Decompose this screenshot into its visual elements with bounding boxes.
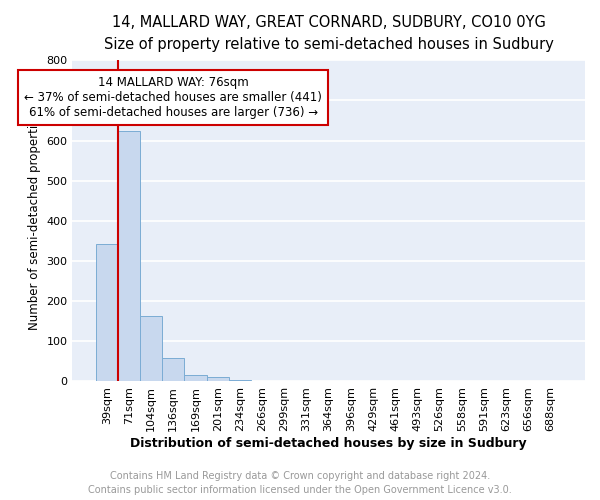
Bar: [140, 316, 162, 382]
Text: 14 MALLARD WAY: 76sqm
← 37% of semi-detached houses are smaller (441)
61% of sem: 14 MALLARD WAY: 76sqm ← 37% of semi-deta…: [25, 76, 322, 120]
Bar: [95, 244, 118, 382]
Text: Contains HM Land Registry data © Crown copyright and database right 2024.
Contai: Contains HM Land Registry data © Crown c…: [88, 471, 512, 495]
Bar: [229, 380, 251, 382]
Bar: [206, 378, 229, 382]
Y-axis label: Number of semi-detached properties: Number of semi-detached properties: [28, 112, 41, 330]
Bar: [184, 376, 206, 382]
Title: 14, MALLARD WAY, GREAT CORNARD, SUDBURY, CO10 0YG
Size of property relative to s: 14, MALLARD WAY, GREAT CORNARD, SUDBURY,…: [104, 15, 554, 52]
Bar: [162, 358, 184, 382]
X-axis label: Distribution of semi-detached houses by size in Sudbury: Distribution of semi-detached houses by …: [130, 437, 527, 450]
Bar: [118, 130, 140, 382]
